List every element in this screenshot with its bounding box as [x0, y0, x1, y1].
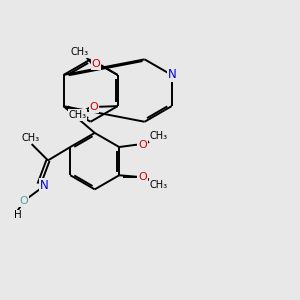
Text: O: O: [92, 59, 100, 69]
Text: O: O: [138, 140, 147, 150]
Text: CH₃: CH₃: [150, 131, 168, 141]
Text: O: O: [20, 196, 28, 206]
Text: CH₃: CH₃: [70, 47, 88, 57]
Text: N: N: [168, 68, 177, 82]
Text: CH₃: CH₃: [150, 180, 168, 190]
Text: CH₃: CH₃: [21, 133, 39, 142]
Text: O: O: [89, 102, 98, 112]
Text: H: H: [14, 210, 21, 220]
Text: N: N: [40, 179, 49, 192]
Text: O: O: [138, 172, 147, 182]
Text: CH₃: CH₃: [68, 110, 86, 120]
